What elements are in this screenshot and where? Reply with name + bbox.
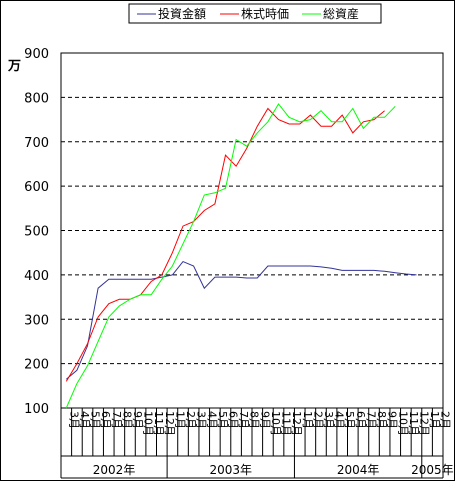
x-month-label-27: 6月: [354, 411, 367, 429]
x-month-label-19: 10月: [269, 411, 282, 436]
year-label-2: 2004年: [337, 463, 380, 477]
y-tick-label-200: 200: [24, 358, 49, 373]
y-tick-label-100: 100: [24, 402, 49, 417]
series-line-2: [65, 103, 396, 409]
x-month-label-0: 3月: [67, 411, 80, 429]
x-month-label-1: 4月: [78, 411, 91, 429]
y-tick-label-800: 800: [24, 91, 49, 106]
x-month-label-8: 11月: [152, 411, 165, 436]
y-tick-label-900: 900: [24, 47, 49, 62]
x-month-label-4: 7月: [110, 411, 123, 429]
x-month-label-11: 2月: [184, 411, 197, 429]
x-month-label-7: 10月: [142, 411, 155, 436]
legend-label-investment: 投資金額: [158, 6, 206, 21]
x-month-label-20: 11月: [280, 411, 293, 436]
x-month-label-6: 9月: [131, 411, 144, 429]
x-month-label-15: 6月: [226, 411, 239, 429]
y-tick-label-500: 500: [24, 225, 49, 240]
x-month-label-25: 4月: [333, 411, 346, 429]
x-month-label-21: 12月: [290, 411, 303, 436]
x-month-label-35: 2月: [439, 411, 452, 429]
x-month-label-9: 12月: [163, 411, 176, 436]
x-month-label-33: 12月: [417, 411, 430, 436]
x-month-label-23: 2月: [311, 411, 324, 429]
series-line-0: [65, 260, 417, 380]
series-line-1: [65, 107, 385, 382]
x-month-label-26: 5月: [343, 411, 356, 429]
x-month-label-10: 1月: [173, 411, 186, 429]
x-month-label-24: 3月: [322, 411, 335, 429]
year-label-0: 2002年: [93, 463, 136, 477]
y-tick-label-600: 600: [24, 180, 49, 195]
x-month-label-16: 7月: [237, 411, 250, 429]
x-month-label-30: 9月: [386, 411, 399, 429]
x-month-label-28: 7月: [364, 411, 377, 429]
x-month-label-31: 10月: [396, 411, 409, 436]
y-axis-unit: 万: [7, 59, 21, 74]
y-tick-label-300: 300: [24, 313, 49, 328]
x-month-label-12: 3月: [195, 411, 208, 429]
x-month-label-13: 4月: [205, 411, 218, 429]
x-month-label-18: 9月: [258, 411, 271, 429]
y-tick-label-700: 700: [24, 136, 49, 151]
x-month-label-3: 6月: [99, 411, 112, 429]
x-month-label-5: 8月: [120, 411, 133, 429]
legend: 投資金額 株式時価 総資産: [128, 3, 382, 24]
x-axis: 3月4月5月6月7月8月9月10月11月12月1月2月3月4月5月6月7月8月9…: [60, 408, 454, 479]
y-tick-label-400: 400: [24, 269, 49, 284]
x-month-label-22: 1月: [301, 411, 314, 429]
legend-box: [128, 3, 382, 24]
legend-label-market-value: 株式時価: [241, 6, 289, 21]
x-month-label-32: 11月: [407, 411, 420, 436]
x-month-label-34: 1月: [428, 411, 441, 429]
year-label-3: 2005年: [411, 463, 454, 477]
legend-label-total-assets: 総資産: [323, 6, 359, 21]
y-axis-tick-labels: 100 200 300 400 500 600 700 800 900: [24, 47, 49, 417]
x-month-label-2: 5月: [89, 411, 102, 429]
x-month-label-17: 8月: [248, 411, 261, 429]
series-lines: [65, 103, 417, 409]
year-label-1: 2003年: [210, 463, 253, 477]
x-month-label-29: 8月: [375, 411, 388, 429]
x-month-label-14: 5月: [216, 411, 229, 429]
grid: [61, 96, 443, 365]
